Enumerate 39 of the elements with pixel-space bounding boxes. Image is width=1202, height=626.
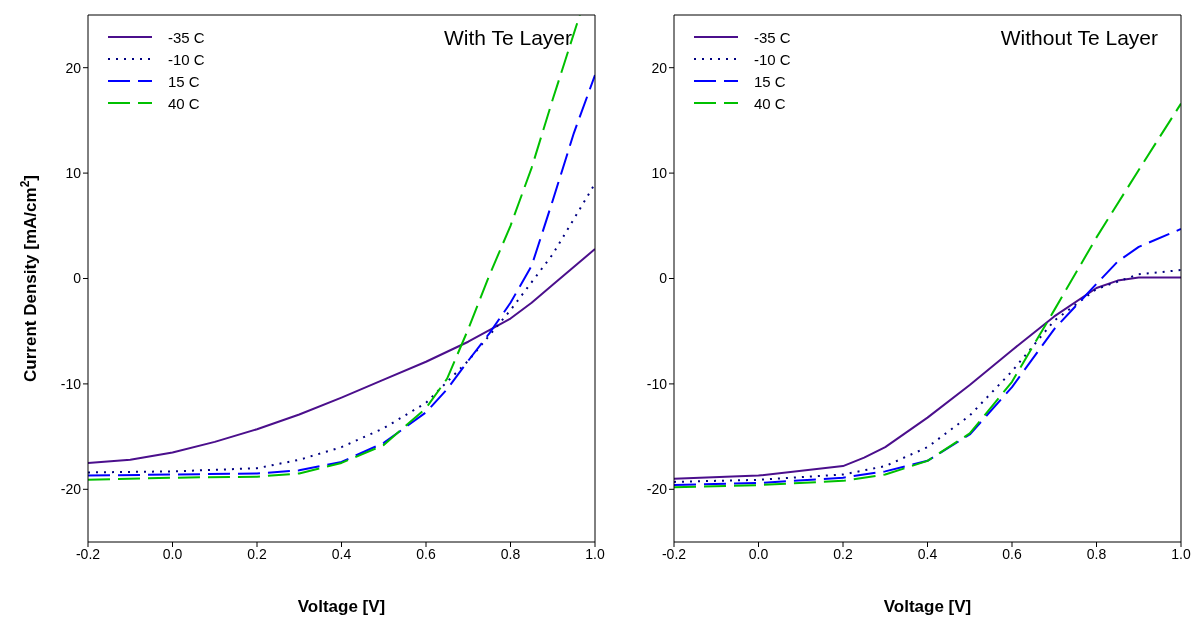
x-axis-title: Voltage [V] bbox=[883, 597, 972, 617]
text: With Te Layer bbox=[444, 26, 572, 50]
y-tick-label: 0 bbox=[659, 270, 668, 287]
x-tick-label: 0.4 bbox=[917, 545, 938, 562]
y-tick-label: 20 bbox=[651, 59, 668, 76]
x-tick-label: 0.8 bbox=[500, 545, 521, 562]
x-tick-label: 0.0 bbox=[748, 545, 769, 562]
x-tick-label: 0.4 bbox=[331, 545, 352, 562]
x-tick-label: 0.6 bbox=[1002, 545, 1022, 562]
line-series bbox=[88, 247, 595, 464]
legend-label: 15 C bbox=[168, 72, 200, 90]
legend-label: -35 C bbox=[754, 28, 791, 46]
line-series bbox=[88, 74, 595, 477]
x-tick-label: 0.8 bbox=[1086, 545, 1107, 562]
y-tick-label: -10 bbox=[646, 375, 668, 392]
y-tick-label: 10 bbox=[651, 165, 668, 182]
line-series bbox=[674, 227, 1181, 487]
text: Without Te Layer bbox=[1000, 26, 1158, 50]
x-axis-title: Voltage [V] bbox=[297, 597, 386, 617]
x-tick-label: 0.2 bbox=[247, 545, 267, 562]
legend-label: 40 C bbox=[754, 94, 786, 112]
legend-label: -10 C bbox=[168, 50, 205, 68]
y-tick-label: -10 bbox=[60, 375, 82, 392]
legend-label: 15 C bbox=[754, 72, 786, 90]
x-tick-label: -0.2 bbox=[661, 545, 687, 562]
x-tick-label: 1.0 bbox=[585, 545, 605, 562]
y-tick-label: -20 bbox=[646, 481, 668, 498]
y-tick-label: 20 bbox=[65, 59, 82, 76]
y-tick-label: 0 bbox=[73, 270, 82, 287]
x-tick-label: 0.2 bbox=[833, 545, 853, 562]
x-tick-label: 0.0 bbox=[162, 545, 183, 562]
x-tick-label: 1.0 bbox=[1171, 545, 1191, 562]
legend-label: -35 C bbox=[168, 28, 205, 46]
legend-label: 40 C bbox=[168, 94, 200, 112]
legend-label: -10 C bbox=[754, 50, 791, 68]
y-tick-label: -20 bbox=[60, 481, 82, 498]
y-tick-label: 10 bbox=[65, 165, 82, 182]
x-tick-label: -0.2 bbox=[75, 545, 101, 562]
x-tick-label: 0.6 bbox=[416, 545, 436, 562]
